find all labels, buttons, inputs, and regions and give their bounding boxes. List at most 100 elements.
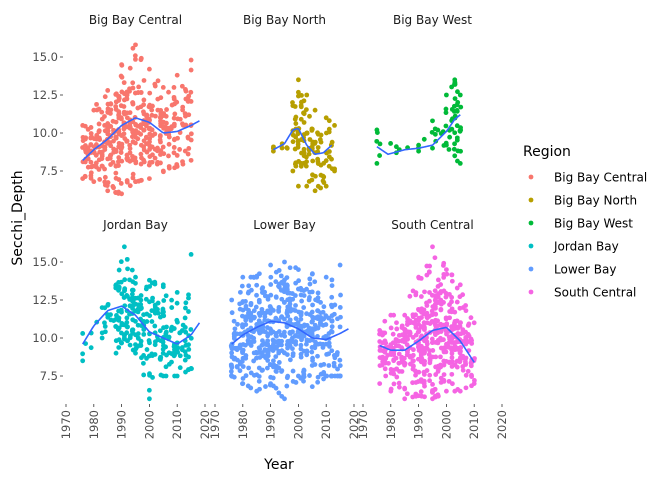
data-point [282,396,287,402]
data-point [465,368,471,374]
data-point [265,341,270,347]
data-point [419,356,425,361]
data-point [268,282,274,287]
data-point [304,311,309,317]
data-point [113,107,119,112]
data-point [122,277,128,283]
data-point [246,283,252,289]
strip-label-big-bay-west: Big Bay West [393,13,472,27]
data-point [113,170,119,176]
panel-big-bay-central: Big Bay Central [80,13,200,197]
data-point [301,348,307,354]
data-point [438,307,444,313]
data-point [303,107,309,112]
data-point [138,305,144,311]
data-point [402,362,407,368]
data-point [454,108,460,114]
data-point [447,360,452,366]
data-point [119,191,124,197]
data-point [256,365,262,371]
data-point [274,369,279,374]
data-point [125,338,130,344]
data-point [188,57,194,63]
data-point [155,160,160,165]
data-point [438,337,444,343]
data-point [94,101,99,107]
data-point [413,380,419,385]
data-point [141,111,147,117]
data-point [262,314,268,320]
data-point [438,354,443,360]
data-point [421,381,427,386]
smooth-line-big-bay-north [272,127,333,156]
data-point [186,295,191,301]
data-point [315,290,321,296]
data-point [188,335,194,341]
data-point [182,315,188,321]
data-point [129,291,135,297]
data-point [169,326,174,331]
data-point [276,309,282,314]
data-point [449,364,455,369]
data-point [326,118,332,124]
data-point [388,325,394,331]
data-point [301,111,307,117]
y-tick-label: 7.5 [40,369,58,383]
data-point [295,320,301,325]
data-point [402,396,408,402]
data-point [83,147,88,153]
data-point [108,143,114,149]
data-point [296,267,301,272]
data-point [152,339,158,345]
data-point [174,290,180,295]
data-point [429,308,435,314]
data-point [166,165,172,171]
data-point [284,282,290,288]
data-point [382,318,388,324]
data-point [430,396,435,402]
data-point [175,319,180,325]
legend-key [528,243,534,249]
data-point [164,324,169,330]
data-point [377,153,382,158]
data-point [104,140,110,146]
data-point [380,359,386,365]
data-point [138,55,144,61]
data-point [274,333,279,339]
data-point [298,342,304,348]
data-point [315,145,321,150]
data-point [273,295,279,300]
data-point [290,139,296,145]
data-point [427,358,433,363]
data-point [337,262,343,268]
data-point [454,299,460,305]
data-point [309,126,315,132]
data-point [329,324,335,330]
data-point [152,302,158,308]
data-point [147,66,152,72]
data-point [399,369,405,374]
data-point [424,339,430,345]
data-point [328,373,334,379]
data-point [130,85,136,91]
data-point [256,271,262,277]
data-point [141,360,146,366]
legend-label: Lower Bay [554,263,616,277]
data-point [105,128,111,134]
data-point [121,335,127,341]
data-point [285,373,291,379]
data-point [329,318,335,324]
data-point [228,343,234,349]
data-point [426,352,432,357]
data-point [119,89,125,95]
data-point [133,159,139,164]
data-point [377,381,383,386]
data-point [180,122,186,128]
data-point [141,102,147,108]
data-point [251,308,257,314]
data-point [157,137,163,143]
data-point [411,347,416,353]
data-point [136,84,142,90]
data-point [243,317,249,323]
data-point [315,379,321,385]
